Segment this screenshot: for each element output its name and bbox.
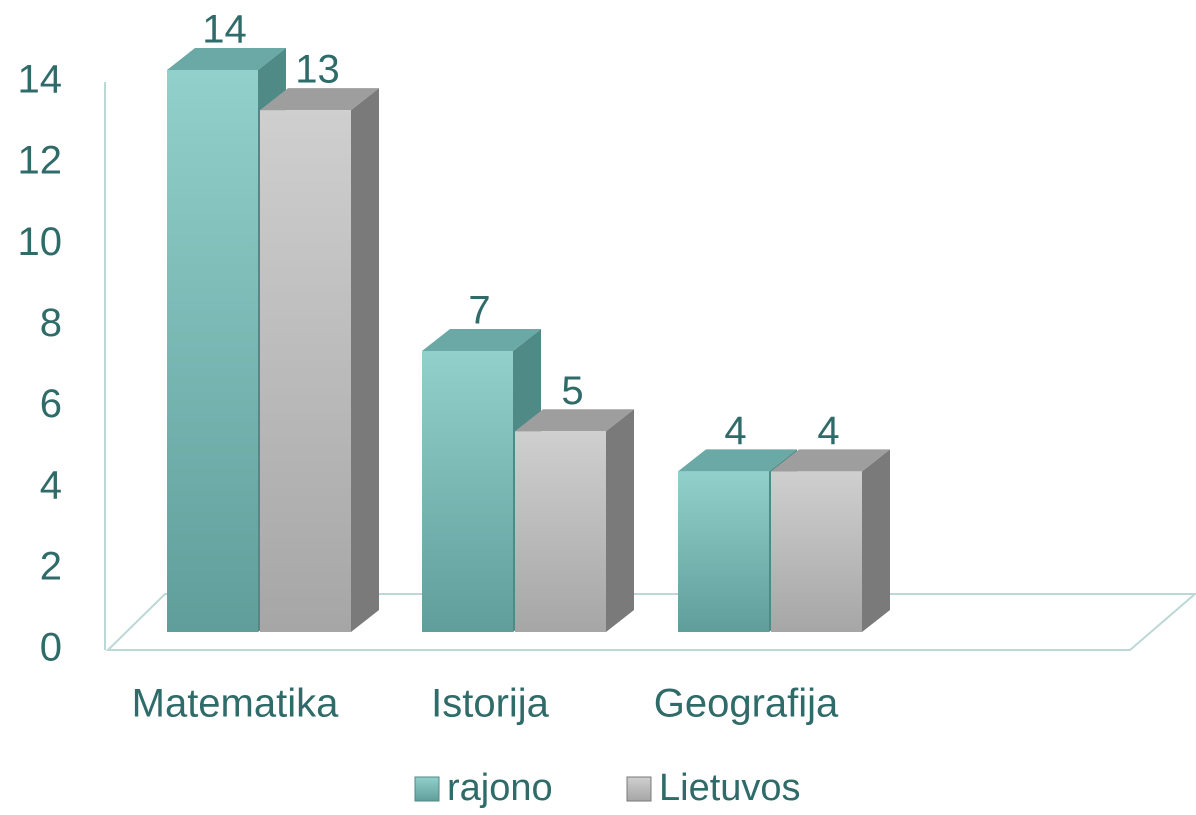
x-tick-label: Matematika	[132, 682, 339, 726]
bar-top	[260, 88, 379, 111]
legend-swatch	[414, 776, 440, 802]
y-tick-label: 0	[40, 626, 62, 670]
bar-top	[771, 449, 890, 472]
bar	[678, 471, 769, 632]
y-tick-label: 14	[18, 58, 63, 102]
legend-label: Lietuvos	[659, 767, 801, 809]
floor	[105, 593, 1196, 651]
bar-side	[862, 449, 890, 632]
bar	[422, 351, 513, 632]
data-label: 4	[724, 409, 746, 453]
bar-top	[422, 329, 541, 351]
data-label: 13	[295, 48, 340, 92]
y-tick-label: 2	[40, 544, 62, 588]
data-label: 7	[468, 289, 490, 333]
y-tick-label: 10	[18, 220, 63, 264]
bar	[771, 471, 862, 632]
bar	[167, 70, 258, 632]
x-tick-label: Istorija	[431, 682, 550, 726]
y-tick-label: 8	[40, 301, 62, 345]
y-tick-label: 6	[40, 382, 62, 426]
data-label: 14	[202, 8, 247, 52]
legend-label: rajono	[447, 767, 553, 809]
y-tick-label: 12	[18, 139, 63, 183]
bar-top	[678, 449, 797, 472]
bar	[260, 110, 351, 632]
y-tick-label: 4	[40, 463, 62, 507]
legend-swatch	[626, 776, 652, 802]
bar-top	[167, 48, 286, 70]
data-label: 4	[817, 409, 839, 453]
bar-top	[515, 409, 634, 432]
x-tick-label: Geografija	[654, 682, 839, 726]
data-label: 5	[561, 369, 583, 413]
bar-side	[351, 88, 379, 632]
bar	[515, 431, 606, 632]
bar-side	[606, 409, 634, 632]
